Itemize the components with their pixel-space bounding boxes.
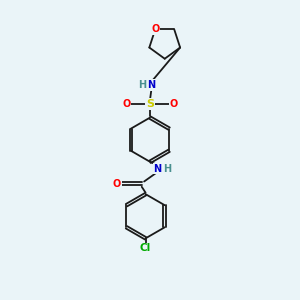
Text: S: S bbox=[146, 99, 154, 110]
Text: O: O bbox=[122, 99, 130, 110]
Text: N: N bbox=[153, 164, 161, 173]
Text: N: N bbox=[147, 80, 155, 90]
Text: O: O bbox=[113, 179, 121, 189]
Text: O: O bbox=[151, 24, 159, 34]
Text: H: H bbox=[138, 80, 146, 90]
Text: Cl: Cl bbox=[140, 243, 151, 253]
Text: O: O bbox=[169, 99, 178, 110]
Text: H: H bbox=[163, 164, 171, 173]
